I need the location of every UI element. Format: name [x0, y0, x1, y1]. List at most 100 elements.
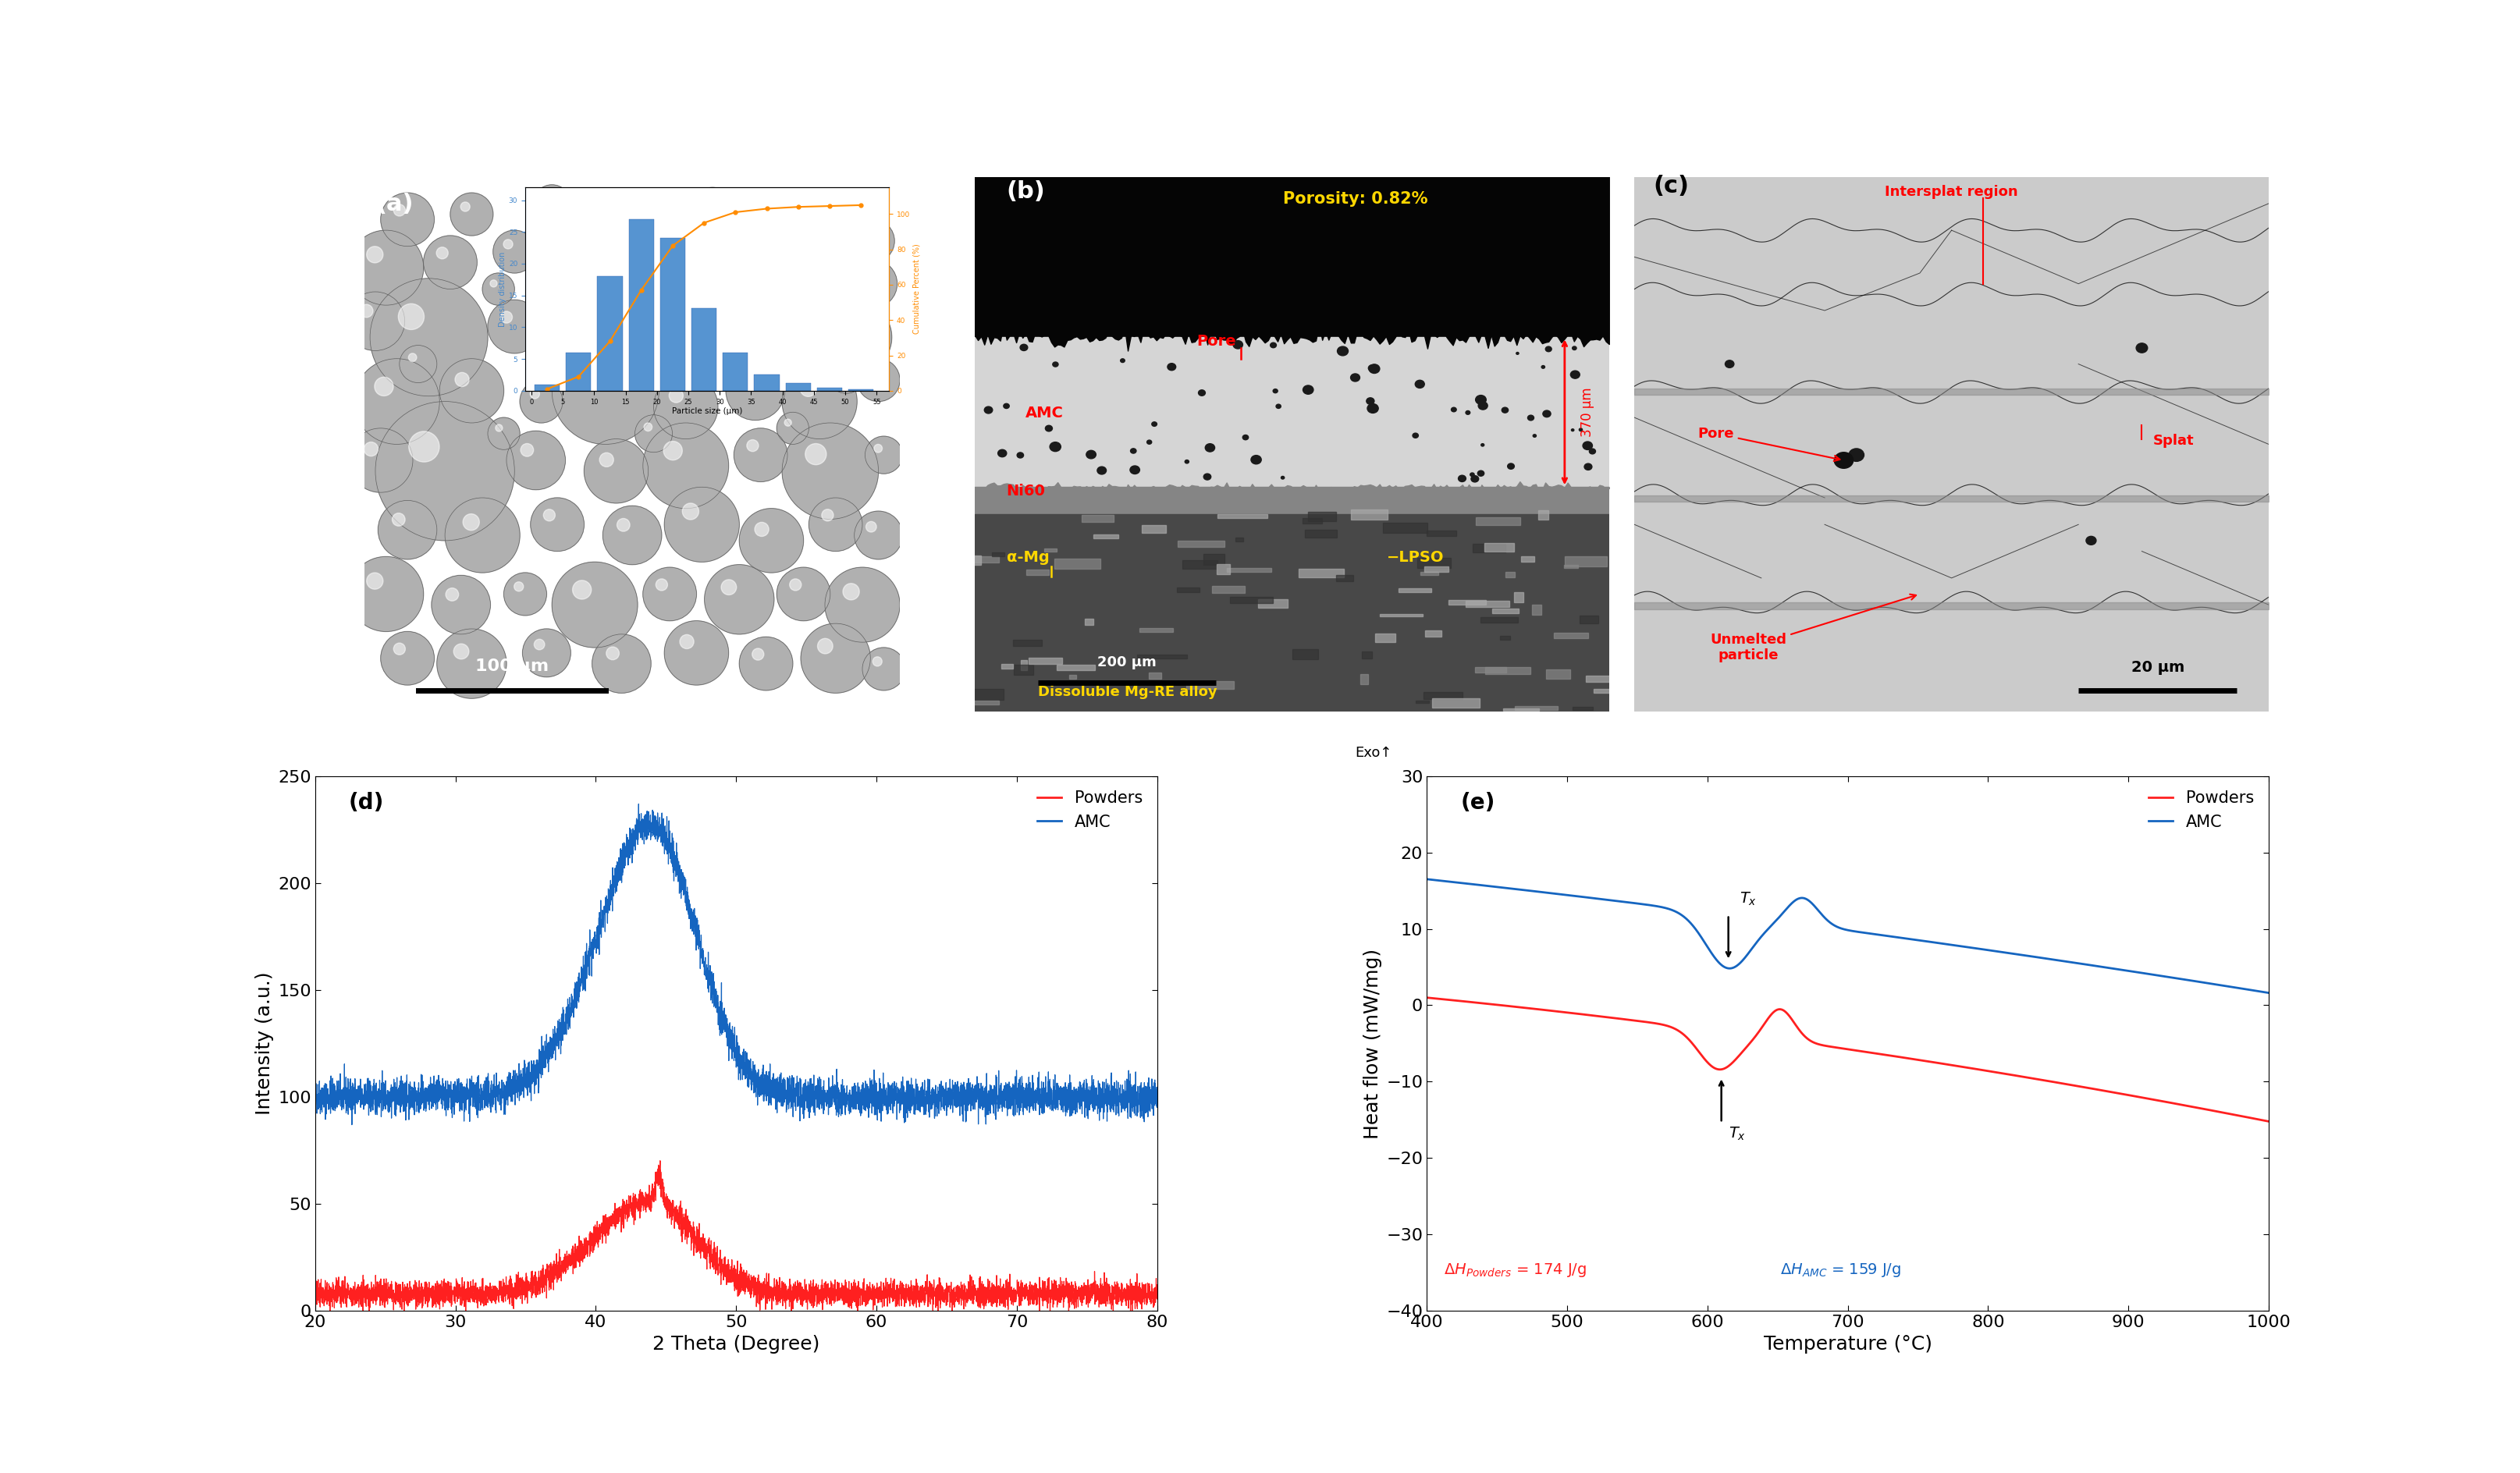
Bar	[1565, 555, 1608, 566]
Circle shape	[998, 449, 1005, 457]
Circle shape	[668, 389, 683, 402]
Circle shape	[393, 513, 406, 526]
Circle shape	[464, 514, 479, 530]
Bar	[1177, 541, 1225, 546]
Circle shape	[446, 498, 519, 573]
Circle shape	[572, 580, 592, 600]
Circle shape	[1021, 345, 1028, 351]
Circle shape	[1147, 440, 1152, 445]
Circle shape	[665, 620, 728, 685]
Circle shape	[375, 402, 514, 541]
Circle shape	[1414, 380, 1424, 387]
Circle shape	[786, 219, 852, 284]
Circle shape	[1270, 343, 1275, 348]
Circle shape	[446, 588, 459, 601]
X-axis label: 2 Theta (Degree): 2 Theta (Degree)	[653, 1335, 819, 1354]
Circle shape	[746, 440, 759, 452]
Circle shape	[1572, 346, 1575, 351]
Bar	[1142, 526, 1167, 533]
Circle shape	[859, 270, 872, 281]
Circle shape	[839, 318, 854, 333]
Circle shape	[1119, 359, 1124, 362]
Circle shape	[1366, 398, 1373, 405]
Y-axis label: Heat flow (mW/mg): Heat flow (mW/mg)	[1363, 949, 1381, 1139]
Circle shape	[408, 354, 416, 361]
Circle shape	[486, 300, 542, 354]
Circle shape	[643, 423, 653, 432]
Circle shape	[353, 358, 438, 445]
Circle shape	[436, 247, 449, 259]
Bar	[975, 514, 1608, 711]
Circle shape	[1046, 426, 1051, 432]
Circle shape	[862, 648, 905, 691]
Circle shape	[365, 246, 383, 262]
Bar	[1504, 573, 1515, 577]
Circle shape	[680, 635, 693, 648]
Bar	[1230, 597, 1273, 602]
Circle shape	[849, 259, 897, 308]
Bar	[1537, 510, 1547, 520]
Bar	[1552, 633, 1588, 638]
Text: $T_x$: $T_x$	[1739, 891, 1756, 907]
Bar	[1361, 651, 1371, 658]
Circle shape	[554, 365, 562, 373]
Circle shape	[1507, 464, 1515, 468]
Y-axis label: Intensity (a.u.): Intensity (a.u.)	[255, 972, 275, 1115]
Legend: Powders, AMC: Powders, AMC	[2142, 784, 2260, 837]
Bar	[1053, 558, 1099, 569]
Circle shape	[378, 501, 436, 560]
Bar	[1424, 566, 1449, 572]
Circle shape	[1280, 476, 1285, 479]
Circle shape	[864, 436, 902, 474]
Circle shape	[1452, 408, 1457, 412]
Bar	[1212, 586, 1245, 594]
Bar	[990, 552, 1003, 555]
Circle shape	[784, 418, 791, 426]
Circle shape	[552, 563, 638, 648]
Bar	[1202, 554, 1225, 564]
Bar	[1515, 706, 1557, 710]
Circle shape	[751, 648, 764, 660]
Circle shape	[1096, 467, 1106, 474]
Circle shape	[645, 228, 703, 286]
Circle shape	[431, 576, 491, 635]
Bar	[968, 555, 980, 566]
Text: $\Delta H_{Powders}$ = 174 J/g: $\Delta H_{Powders}$ = 174 J/g	[1444, 1262, 1585, 1279]
Circle shape	[363, 442, 378, 457]
Circle shape	[381, 632, 433, 685]
Circle shape	[625, 271, 660, 308]
Bar	[1056, 664, 1094, 670]
Circle shape	[620, 200, 630, 211]
Bar	[1351, 510, 1386, 520]
Bar	[1474, 667, 1504, 672]
Circle shape	[1250, 455, 1260, 464]
Circle shape	[393, 205, 406, 217]
Circle shape	[481, 273, 514, 305]
Circle shape	[547, 358, 580, 390]
Circle shape	[562, 292, 567, 298]
Bar	[975, 177, 1608, 337]
Circle shape	[1197, 390, 1205, 396]
Bar	[1137, 654, 1187, 658]
Circle shape	[375, 377, 393, 396]
Bar	[1182, 560, 1217, 569]
Circle shape	[559, 315, 575, 333]
Bar	[1464, 601, 1509, 607]
Text: 100 μm: 100 μm	[474, 658, 549, 675]
Circle shape	[779, 306, 791, 318]
Text: (d): (d)	[348, 792, 383, 815]
Circle shape	[454, 373, 469, 386]
Circle shape	[398, 303, 423, 330]
Bar	[1585, 676, 1610, 682]
Circle shape	[1129, 465, 1139, 474]
Circle shape	[824, 567, 900, 642]
Circle shape	[534, 639, 544, 650]
Circle shape	[1275, 404, 1280, 408]
Circle shape	[799, 380, 816, 396]
Circle shape	[837, 199, 844, 206]
Circle shape	[857, 358, 900, 402]
Legend: Powders, AMC: Powders, AMC	[1031, 784, 1149, 837]
Bar	[1484, 542, 1515, 551]
Circle shape	[2087, 536, 2097, 545]
Circle shape	[1532, 435, 1535, 437]
